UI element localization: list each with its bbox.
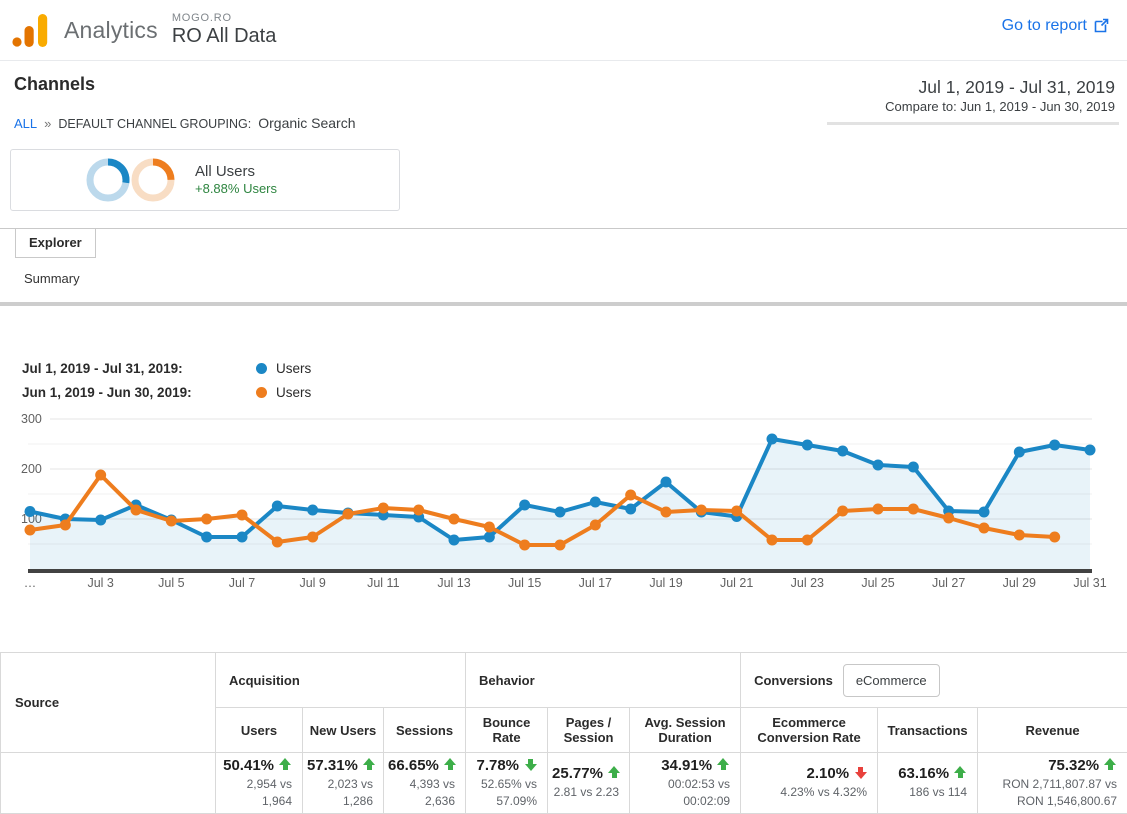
legend-series-label: Users [276, 385, 311, 400]
column-header-revenue[interactable]: Revenue [978, 708, 1127, 753]
value-users: 50.41% 2,954 vs 1,964 [216, 753, 303, 814]
group-header-acquisition: Acquisition [216, 653, 466, 708]
report-head: Channels ALL » DEFAULT CHANNEL GROUPING:… [0, 74, 1127, 306]
trend-down-icon [854, 766, 867, 779]
trend-up-icon [279, 758, 292, 771]
svg-text:Jul 11: Jul 11 [367, 576, 399, 590]
svg-text:Jul 17: Jul 17 [579, 576, 612, 590]
trend-down-icon [524, 758, 537, 771]
trend-up-icon [1104, 758, 1117, 771]
svg-text:…: … [24, 576, 37, 590]
app-name: Analytics [64, 17, 158, 44]
column-header-bounce-rate[interactable]: Bounce Rate [466, 708, 548, 753]
svg-text:Jul 15: Jul 15 [508, 576, 541, 590]
trend-up-icon [954, 766, 967, 779]
svg-text:Jul 3: Jul 3 [87, 576, 113, 590]
column-header-users[interactable]: Users [216, 708, 303, 753]
analytics-logo-icon [10, 8, 52, 52]
view-name: RO All Data [172, 25, 276, 48]
conversions-label: Conversions [754, 673, 833, 688]
svg-text:Jul 29: Jul 29 [1003, 576, 1036, 590]
trend-up-icon [608, 766, 621, 779]
column-header-avg-session-duration[interactable]: Avg. Session Duration [630, 708, 741, 753]
svg-text:300: 300 [21, 412, 42, 426]
svg-text:Jul 9: Jul 9 [299, 576, 325, 590]
svg-text:Jul 21: Jul 21 [720, 576, 753, 590]
trend-up-icon [717, 758, 730, 771]
breadcrumb-all-link[interactable]: ALL [14, 116, 37, 131]
trend-up-icon [444, 758, 457, 771]
date-range-selector[interactable]: Jul 1, 2019 - Jul 31, 2019 Compare to: J… [827, 77, 1119, 125]
segment-donut-icons [83, 155, 179, 205]
value-revenue: 75.32% RON 2,711,807.87 vs RON 1,546,800… [978, 753, 1127, 814]
segment-card-all-users[interactable]: All Users +8.88% Users [10, 149, 400, 211]
svg-text:Jul 31: Jul 31 [1073, 576, 1106, 590]
tab-strip: Explorer [0, 228, 1127, 257]
legend-dot-orange-icon [256, 387, 267, 398]
source-cell [1, 753, 216, 814]
column-header-new-users[interactable]: New Users [303, 708, 384, 753]
column-header-transactions[interactable]: Transactions [878, 708, 978, 753]
subtab-summary[interactable]: Summary [24, 271, 80, 286]
go-to-report-label: Go to report [1002, 17, 1087, 35]
svg-text:200: 200 [21, 462, 42, 476]
value-bounce-rate: 7.78% 52.65% vs 57.09% [466, 753, 548, 814]
column-header-sessions[interactable]: Sessions [384, 708, 466, 753]
value-ecommerce-conversion-rate: 2.10% 4.23% vs 4.32% [741, 753, 878, 814]
metrics-table: Source Acquisition Behavior Conversions … [0, 652, 1127, 814]
legend-dot-blue-icon [256, 363, 267, 374]
value-transactions: 63.16% 186 vs 114 [878, 753, 978, 814]
compare-date-range: Compare to: Jun 1, 2019 - Jun 30, 2019 [831, 99, 1115, 114]
table-row: 50.41% 2,954 vs 1,964 57.31% 2,023 vs 1,… [1, 753, 1127, 814]
property-selector[interactable]: MOGO.RO RO All Data [172, 12, 276, 48]
tab-explorer[interactable]: Explorer [15, 229, 96, 258]
svg-text:Jul 5: Jul 5 [158, 576, 184, 590]
group-header-conversions: Conversions eCommerce [741, 653, 1127, 708]
app-header: Analytics MOGO.RO RO All Data Go to repo… [0, 0, 1127, 61]
svg-text:Jul 23: Jul 23 [791, 576, 824, 590]
breadcrumb-separator: » [44, 116, 51, 131]
date-range: Jul 1, 2019 - Jul 31, 2019 [831, 77, 1115, 98]
column-header-pages-session[interactable]: Pages / Session [548, 708, 630, 753]
legend-row-compare: Jun 1, 2019 - Jun 30, 2019: Users [22, 380, 1127, 404]
svg-text:Jul 7: Jul 7 [229, 576, 255, 590]
conversions-goal-dropdown[interactable]: eCommerce [843, 664, 940, 697]
breadcrumb-label: DEFAULT CHANNEL GROUPING: [58, 117, 251, 131]
breadcrumb-value: Organic Search [258, 115, 355, 131]
legend-period-label: Jun 1, 2019 - Jun 30, 2019: [22, 385, 246, 400]
column-header-source[interactable]: Source [1, 653, 216, 753]
legend-series-label: Users [276, 361, 311, 376]
value-sessions: 66.65% 4,393 vs 2,636 [384, 753, 466, 814]
external-link-icon [1094, 18, 1109, 33]
group-header-behavior: Behavior [466, 653, 741, 708]
svg-text:Jul 25: Jul 25 [861, 576, 894, 590]
chart-legend: Jul 1, 2019 - Jul 31, 2019: Users Jun 1,… [22, 356, 1127, 404]
value-new-users: 57.31% 2,023 vs 1,286 [303, 753, 384, 814]
go-to-report-link[interactable]: Go to report [1002, 17, 1109, 35]
segment-change: +8.88% Users [195, 181, 277, 198]
column-header-ecommerce-conversion-rate[interactable]: Ecommerce Conversion Rate [741, 708, 878, 753]
legend-row-current: Jul 1, 2019 - Jul 31, 2019: Users [22, 356, 1127, 380]
legend-period-label: Jul 1, 2019 - Jul 31, 2019: [22, 361, 246, 376]
trend-up-icon [363, 758, 376, 771]
value-avg-session-duration: 34.91% 00:02:53 vs 00:02:09 [630, 753, 741, 814]
account-name: MOGO.RO [172, 12, 276, 25]
svg-text:Jul 19: Jul 19 [649, 576, 682, 590]
section-divider [0, 302, 1127, 306]
svg-text:Jul 27: Jul 27 [932, 576, 965, 590]
svg-text:Jul 13: Jul 13 [437, 576, 470, 590]
value-pages-session: 25.77% 2.81 vs 2.23 [548, 753, 630, 814]
segment-name: All Users [195, 162, 277, 182]
